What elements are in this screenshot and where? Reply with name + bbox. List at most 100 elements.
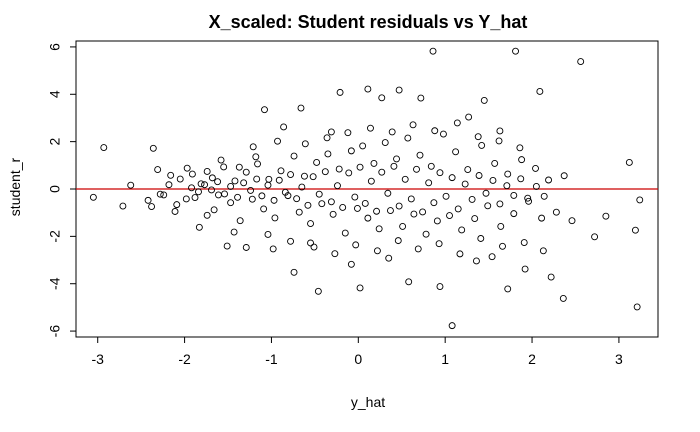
scatter-point bbox=[201, 181, 209, 189]
scatter-point bbox=[214, 178, 222, 186]
scatter-point bbox=[315, 190, 323, 198]
scatter-point bbox=[269, 245, 277, 253]
scatter-point bbox=[503, 182, 511, 190]
scatter-point bbox=[203, 168, 211, 175]
scatter-point bbox=[478, 141, 486, 149]
scatter-point bbox=[264, 181, 272, 189]
scatter-point bbox=[378, 94, 386, 102]
y-axis: -6 -4 -2 0 2 4 6 bbox=[47, 43, 76, 337]
scatter-point bbox=[422, 230, 430, 238]
scatter-point bbox=[401, 175, 409, 183]
scatter-point bbox=[439, 130, 447, 138]
scatter-point bbox=[510, 210, 518, 218]
scatter-point bbox=[448, 174, 456, 182]
scatter-point bbox=[419, 208, 427, 216]
scatter-point bbox=[636, 196, 644, 204]
scatter-point bbox=[336, 88, 344, 96]
scatter-point bbox=[488, 253, 496, 261]
scatter-point bbox=[301, 140, 309, 148]
scatter-point bbox=[314, 287, 322, 295]
x-axis-tick-label: -2 bbox=[178, 351, 191, 367]
scatter-point bbox=[298, 183, 306, 191]
scatter-point bbox=[361, 199, 369, 207]
scatter-point bbox=[516, 144, 524, 152]
scatter-point bbox=[182, 195, 190, 203]
scatter-point bbox=[499, 242, 506, 250]
scatter-point bbox=[160, 191, 168, 199]
scatter-point bbox=[496, 127, 504, 135]
scatter-point bbox=[290, 268, 298, 276]
scatter-point bbox=[477, 235, 485, 242]
scatter-point bbox=[188, 184, 195, 192]
scatter-point bbox=[474, 133, 482, 141]
scatter-point bbox=[247, 186, 255, 194]
scatter-point bbox=[127, 181, 135, 189]
scatter-point bbox=[356, 163, 364, 171]
scatter-point bbox=[433, 217, 441, 225]
scatter-point bbox=[345, 169, 353, 177]
scatter-point bbox=[208, 174, 216, 182]
scatter-point bbox=[425, 179, 433, 187]
scatter-point bbox=[631, 226, 639, 234]
scatter-point bbox=[504, 170, 512, 178]
scatter-point bbox=[458, 226, 466, 234]
scatter-point bbox=[404, 134, 412, 142]
scatter-point bbox=[591, 233, 599, 241]
scatter-point bbox=[270, 196, 278, 204]
scatter-point bbox=[307, 220, 314, 228]
scatter-point bbox=[353, 204, 361, 212]
scatter-point bbox=[480, 96, 488, 104]
scatter-point bbox=[293, 195, 301, 203]
scatter-point bbox=[416, 151, 424, 159]
scatter-point bbox=[220, 163, 228, 171]
scatter-point bbox=[327, 198, 335, 206]
scatter-point bbox=[427, 162, 435, 170]
scatter-point bbox=[395, 86, 403, 94]
scatter-point bbox=[347, 147, 355, 155]
scatter-point bbox=[413, 165, 420, 173]
y-axis-tick-label: 6 bbox=[47, 43, 63, 51]
scatter-point bbox=[518, 156, 526, 164]
scatter-point bbox=[260, 205, 268, 213]
scatter-point bbox=[496, 200, 504, 208]
scatter-point bbox=[191, 194, 199, 201]
scatter-point bbox=[253, 175, 261, 183]
scatter-point bbox=[327, 128, 335, 136]
scatter-point bbox=[275, 176, 283, 184]
scatter-point bbox=[242, 168, 250, 176]
scatter-point bbox=[364, 214, 372, 222]
scatter-point bbox=[290, 152, 298, 160]
scatter-point bbox=[281, 188, 289, 196]
scatter-point bbox=[230, 228, 238, 236]
scatter-point bbox=[344, 129, 352, 137]
scatter-point bbox=[235, 163, 243, 171]
scatter-point bbox=[446, 212, 453, 219]
scatter-point bbox=[195, 188, 202, 196]
scatter-point bbox=[173, 201, 181, 209]
scatter-point bbox=[448, 322, 456, 330]
x-axis-label: y_hat bbox=[351, 394, 385, 410]
scatter-point bbox=[334, 182, 341, 190]
scatter-point bbox=[364, 85, 372, 93]
scatter-point bbox=[227, 199, 235, 207]
scatter-point bbox=[410, 210, 418, 218]
scatter-point bbox=[231, 177, 239, 185]
scatter-point bbox=[539, 247, 547, 255]
scatter-point bbox=[577, 58, 585, 66]
scatter-point bbox=[468, 195, 476, 203]
x-axis-tick-label: -1 bbox=[265, 351, 278, 367]
scatter-point bbox=[295, 208, 303, 216]
scatter-point bbox=[100, 144, 108, 152]
scatter-point bbox=[384, 189, 392, 197]
scatter-point bbox=[464, 166, 472, 174]
scatter-point bbox=[497, 222, 505, 230]
scatter-point bbox=[341, 229, 349, 237]
scatter-point bbox=[188, 170, 196, 178]
scatter-point bbox=[264, 231, 272, 238]
scatter-point bbox=[249, 143, 257, 151]
scatter-point bbox=[524, 194, 532, 202]
scatter-point bbox=[484, 202, 492, 210]
scatter-point bbox=[385, 254, 393, 262]
scatter-point bbox=[254, 160, 261, 168]
